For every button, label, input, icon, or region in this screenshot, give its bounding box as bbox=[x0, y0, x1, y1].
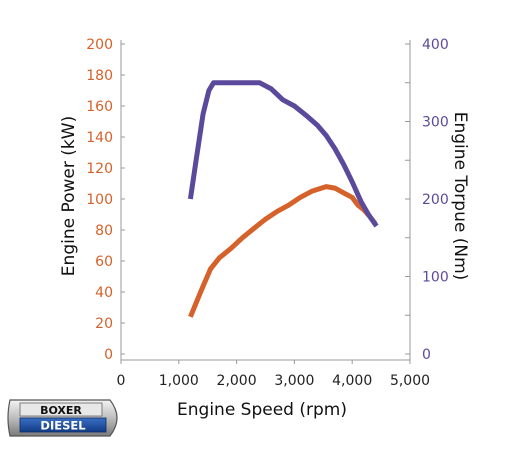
left-tick-label: 200 bbox=[86, 37, 113, 53]
x-tick-label: 1,000 bbox=[159, 373, 199, 389]
x-tick-label: 0 bbox=[117, 373, 126, 389]
left-tick-label: 180 bbox=[86, 68, 113, 84]
series-layer bbox=[187, 80, 379, 318]
right-axis-ticks: 0 100 200 300 400 bbox=[405, 37, 449, 363]
torque-series-line bbox=[187, 80, 379, 228]
power-series-line bbox=[188, 184, 378, 318]
right-tick-label: 400 bbox=[422, 37, 449, 53]
logo-bottom-band bbox=[19, 417, 107, 433]
right-tick-label: 300 bbox=[422, 115, 449, 131]
logo-text-boxer: BOXER bbox=[40, 404, 82, 417]
right-tick-label: 0 bbox=[422, 347, 431, 363]
x-axis-label: Engine Speed (rpm) bbox=[177, 400, 347, 420]
left-tick-label: 40 bbox=[95, 285, 113, 301]
left-tick-label: 160 bbox=[86, 99, 113, 115]
y-axis-label-left: Engine Power (kW) bbox=[59, 116, 79, 276]
left-tick-label: 100 bbox=[86, 192, 113, 208]
left-tick-label: 60 bbox=[95, 254, 113, 270]
left-tick-label: 0 bbox=[104, 347, 113, 363]
y-axis-label-right: Engine Torpue (Nm) bbox=[450, 112, 470, 281]
x-tick-label: 2,000 bbox=[217, 373, 257, 389]
left-axis-ticks: 0 20 40 60 80 100 120 140 160 180 200 bbox=[86, 37, 125, 363]
x-tick-label: 3,000 bbox=[274, 373, 314, 389]
left-tick-label: 120 bbox=[86, 161, 113, 177]
logo-text-diesel: DIESEL bbox=[40, 419, 86, 433]
x-axis-ticks: 0 1,000 2,000 3,000 4,000 5,000 bbox=[117, 360, 430, 389]
boxer-diesel-logo: BOXER DIESEL bbox=[7, 399, 118, 437]
x-tick-label: 4,000 bbox=[332, 373, 372, 389]
plot-frame bbox=[120, 40, 411, 361]
left-tick-label: 140 bbox=[86, 130, 113, 146]
right-tick-label: 200 bbox=[422, 192, 449, 208]
left-tick-label: 20 bbox=[95, 316, 113, 332]
right-tick-label: 100 bbox=[422, 270, 449, 286]
x-tick-label: 5,000 bbox=[390, 373, 430, 389]
logo-top-band bbox=[19, 402, 103, 417]
left-tick-label: 80 bbox=[95, 223, 113, 239]
